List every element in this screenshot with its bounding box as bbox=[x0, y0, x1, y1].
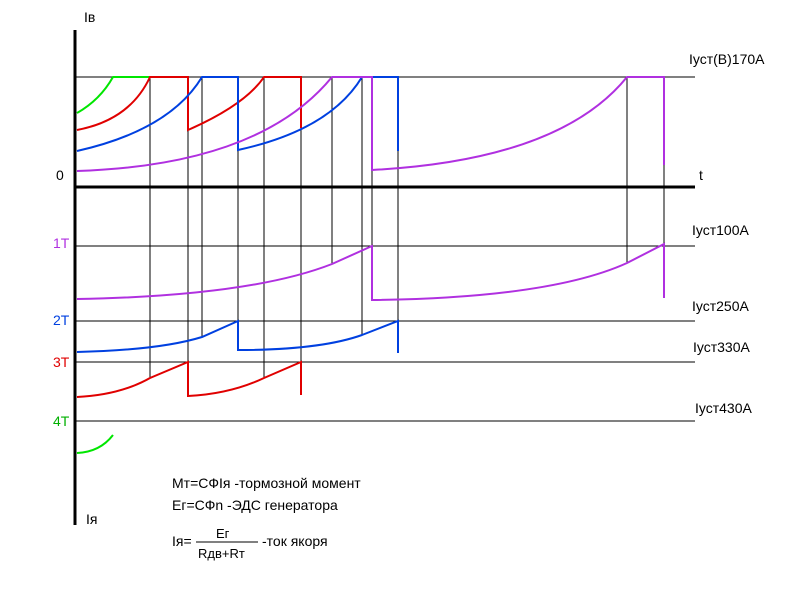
curves bbox=[76, 76, 665, 454]
stage-label: 2Т bbox=[53, 312, 70, 328]
formula: Ег bbox=[216, 526, 230, 541]
axis-label: 0 bbox=[56, 167, 64, 183]
curve-3t-low bbox=[76, 360, 302, 398]
formula: Мт=СФIя -тормозной момент bbox=[172, 475, 361, 491]
curve-4t-low bbox=[76, 434, 114, 454]
axis-label: Iв bbox=[84, 9, 95, 25]
curve-1t bbox=[76, 76, 665, 172]
connector-lines bbox=[149, 77, 665, 396]
curve-1t-low bbox=[76, 242, 665, 302]
level-label: Iуст100А bbox=[692, 222, 750, 238]
level-label: Iуст330А bbox=[693, 339, 751, 355]
stage-label: 3Т bbox=[53, 354, 70, 370]
formula: -ток якоря bbox=[262, 533, 328, 549]
curve-2t-low bbox=[76, 319, 399, 353]
formula: Rдв+Rт bbox=[198, 546, 245, 561]
grid bbox=[75, 76, 695, 422]
axis-label: Iя bbox=[86, 511, 97, 527]
curve-2t bbox=[76, 76, 399, 152]
formula: Iя= bbox=[172, 533, 192, 549]
stage-label: 1Т bbox=[53, 235, 70, 251]
level-label: Iуст430А bbox=[695, 400, 753, 416]
curve-4t bbox=[76, 76, 150, 114]
curve-3t bbox=[76, 76, 302, 132]
level-label: Iуст250А bbox=[692, 298, 750, 314]
stage-label: 4Т bbox=[53, 413, 70, 429]
level-label: Iуст(В)170А bbox=[689, 51, 765, 67]
axis-label: t bbox=[699, 167, 703, 183]
formula: Ег=СФn -ЭДС генератора bbox=[172, 497, 338, 513]
